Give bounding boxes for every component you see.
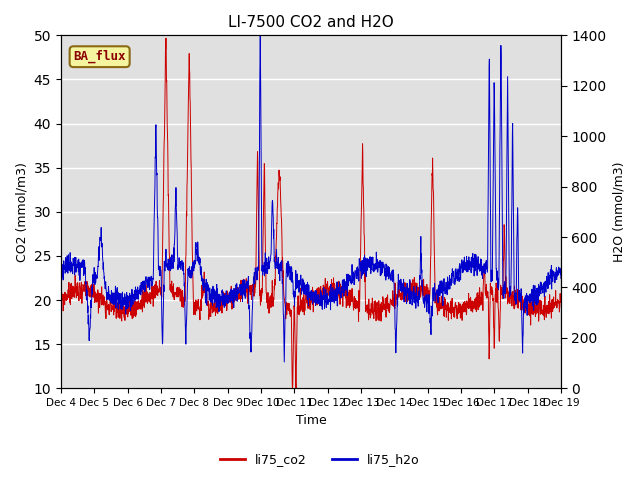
Title: LI-7500 CO2 and H2O: LI-7500 CO2 and H2O [228, 15, 394, 30]
Y-axis label: H2O (mmol/m3): H2O (mmol/m3) [612, 162, 625, 262]
Legend: li75_co2, li75_h2o: li75_co2, li75_h2o [215, 448, 425, 471]
Y-axis label: CO2 (mmol/m3): CO2 (mmol/m3) [15, 162, 28, 262]
Text: BA_flux: BA_flux [74, 50, 126, 63]
X-axis label: Time: Time [296, 414, 326, 427]
